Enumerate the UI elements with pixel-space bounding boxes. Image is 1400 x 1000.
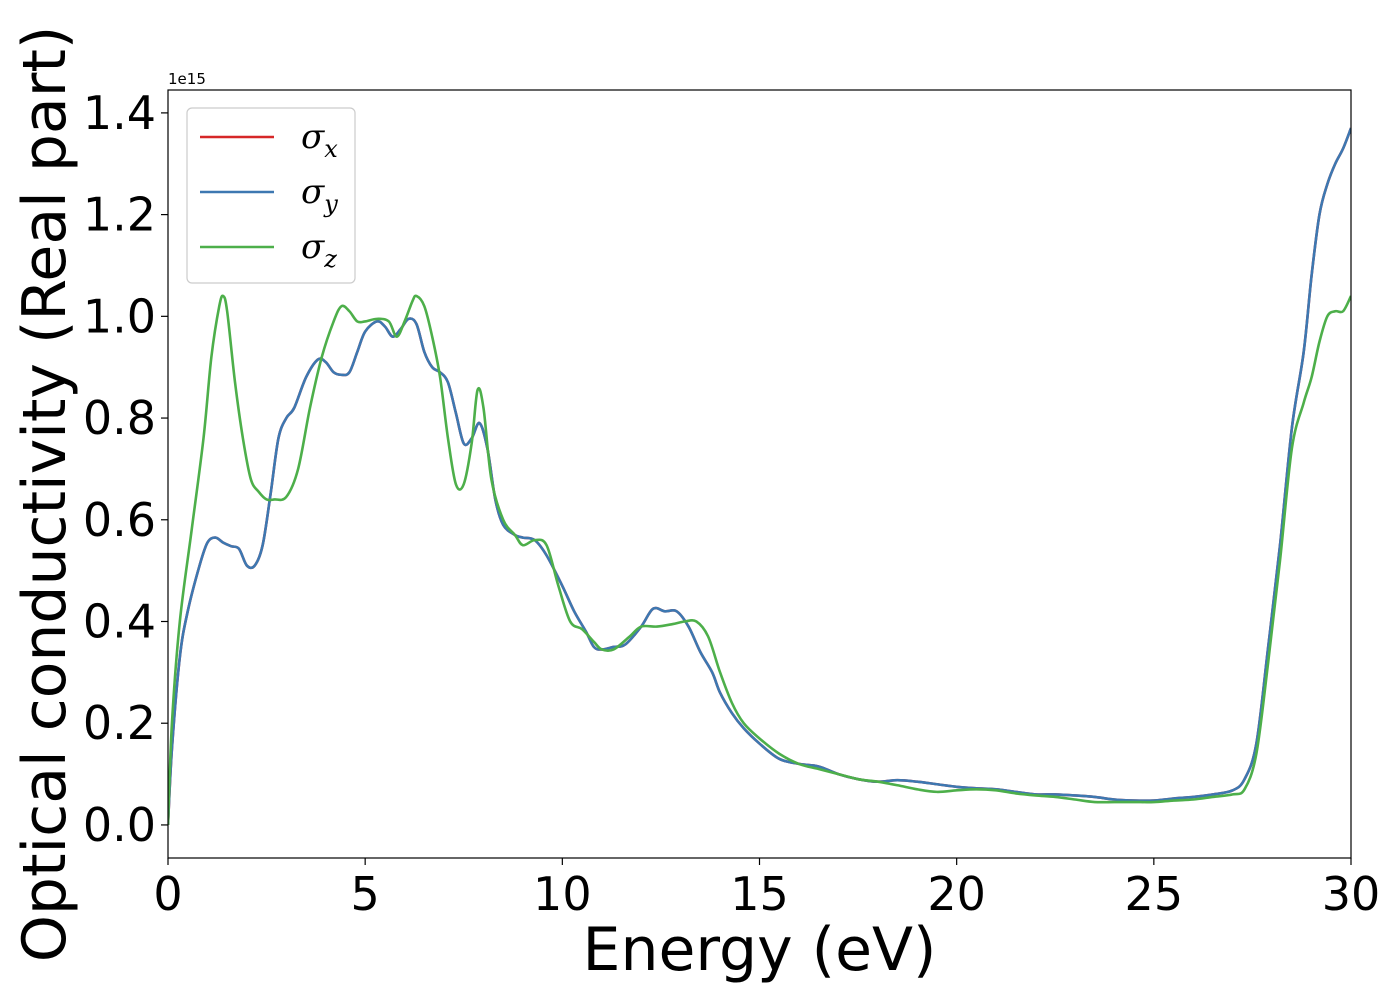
x-tick-label: 30 — [1322, 867, 1381, 921]
y-axis-ticks: 0.0 0.2 0.4 0.6 0.8 1.0 1.2 1.4 — [83, 86, 168, 852]
legend-box — [186, 107, 356, 284]
y-tick-label: 1.4 — [83, 86, 156, 140]
series-layer — [168, 127, 1351, 826]
y-tick-label: 1.0 — [83, 289, 156, 343]
y-axis-offset-label: 1e15 — [168, 70, 206, 88]
x-tick-label: 20 — [927, 867, 986, 921]
x-tick-label: 5 — [351, 867, 380, 921]
y-tick-label: 0.8 — [83, 391, 156, 445]
legend-label-subscript: z — [323, 245, 337, 273]
y-tick-label: 1.2 — [83, 188, 156, 242]
x-axis-title: Energy (eV) — [583, 915, 937, 985]
y-tick-label: 0.0 — [83, 798, 156, 852]
y-tick-label: 0.2 — [83, 696, 156, 750]
series-line-σz — [168, 294, 1351, 825]
y-axis-title: Optical conductivity (Real part) — [10, 26, 80, 963]
x-tick-label: 0 — [153, 867, 182, 921]
x-axis-ticks: 0 5 10 15 20 25 30 — [153, 858, 1380, 921]
y-tick-label: 0.4 — [83, 594, 156, 648]
x-tick-label: 25 — [1125, 867, 1184, 921]
legend-label-subscript: x — [324, 135, 338, 163]
y-tick-label: 0.6 — [83, 493, 156, 547]
legend-label-subscript: y — [323, 190, 338, 218]
x-tick-label: 15 — [730, 867, 789, 921]
x-tick-label: 10 — [533, 867, 592, 921]
